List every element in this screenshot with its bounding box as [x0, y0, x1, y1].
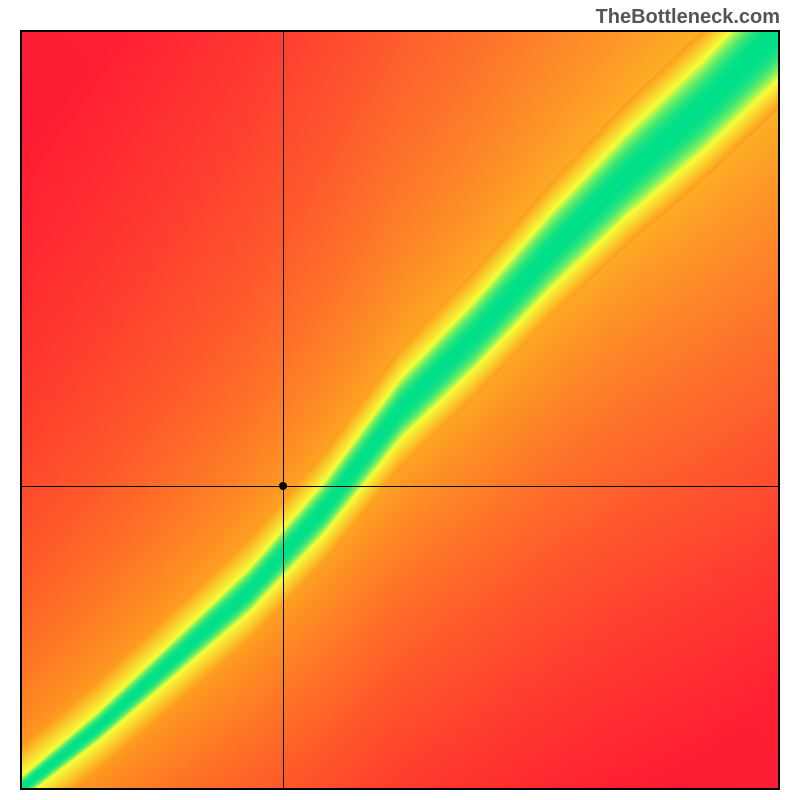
watermark-text: TheBottleneck.com	[596, 6, 780, 29]
heatmap-canvas	[22, 32, 778, 788]
marker-dot	[279, 482, 287, 490]
crosshair-horizontal	[22, 486, 778, 487]
plot-area	[20, 30, 780, 790]
chart-container: TheBottleneck.com	[0, 0, 800, 800]
crosshair-vertical	[283, 32, 284, 788]
